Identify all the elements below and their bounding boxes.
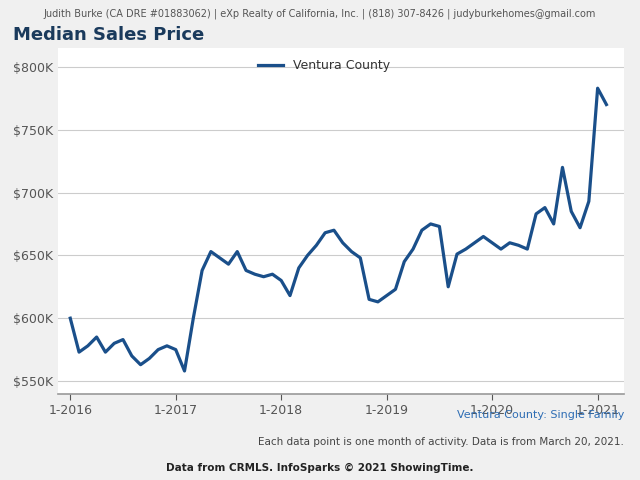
Text: Ventura County: Single Family: Ventura County: Single Family [456, 410, 624, 420]
Legend: Ventura County: Ventura County [253, 54, 395, 77]
Text: Median Sales Price: Median Sales Price [13, 26, 204, 45]
Text: Judith Burke (CA DRE #01883062) | eXp Realty of California, Inc. | (818) 307-842: Judith Burke (CA DRE #01883062) | eXp Re… [44, 9, 596, 19]
Text: Each data point is one month of activity. Data is from March 20, 2021.: Each data point is one month of activity… [258, 437, 624, 447]
Text: Data from CRMLS. InfoSparks © 2021 ShowingTime.: Data from CRMLS. InfoSparks © 2021 Showi… [166, 463, 474, 473]
